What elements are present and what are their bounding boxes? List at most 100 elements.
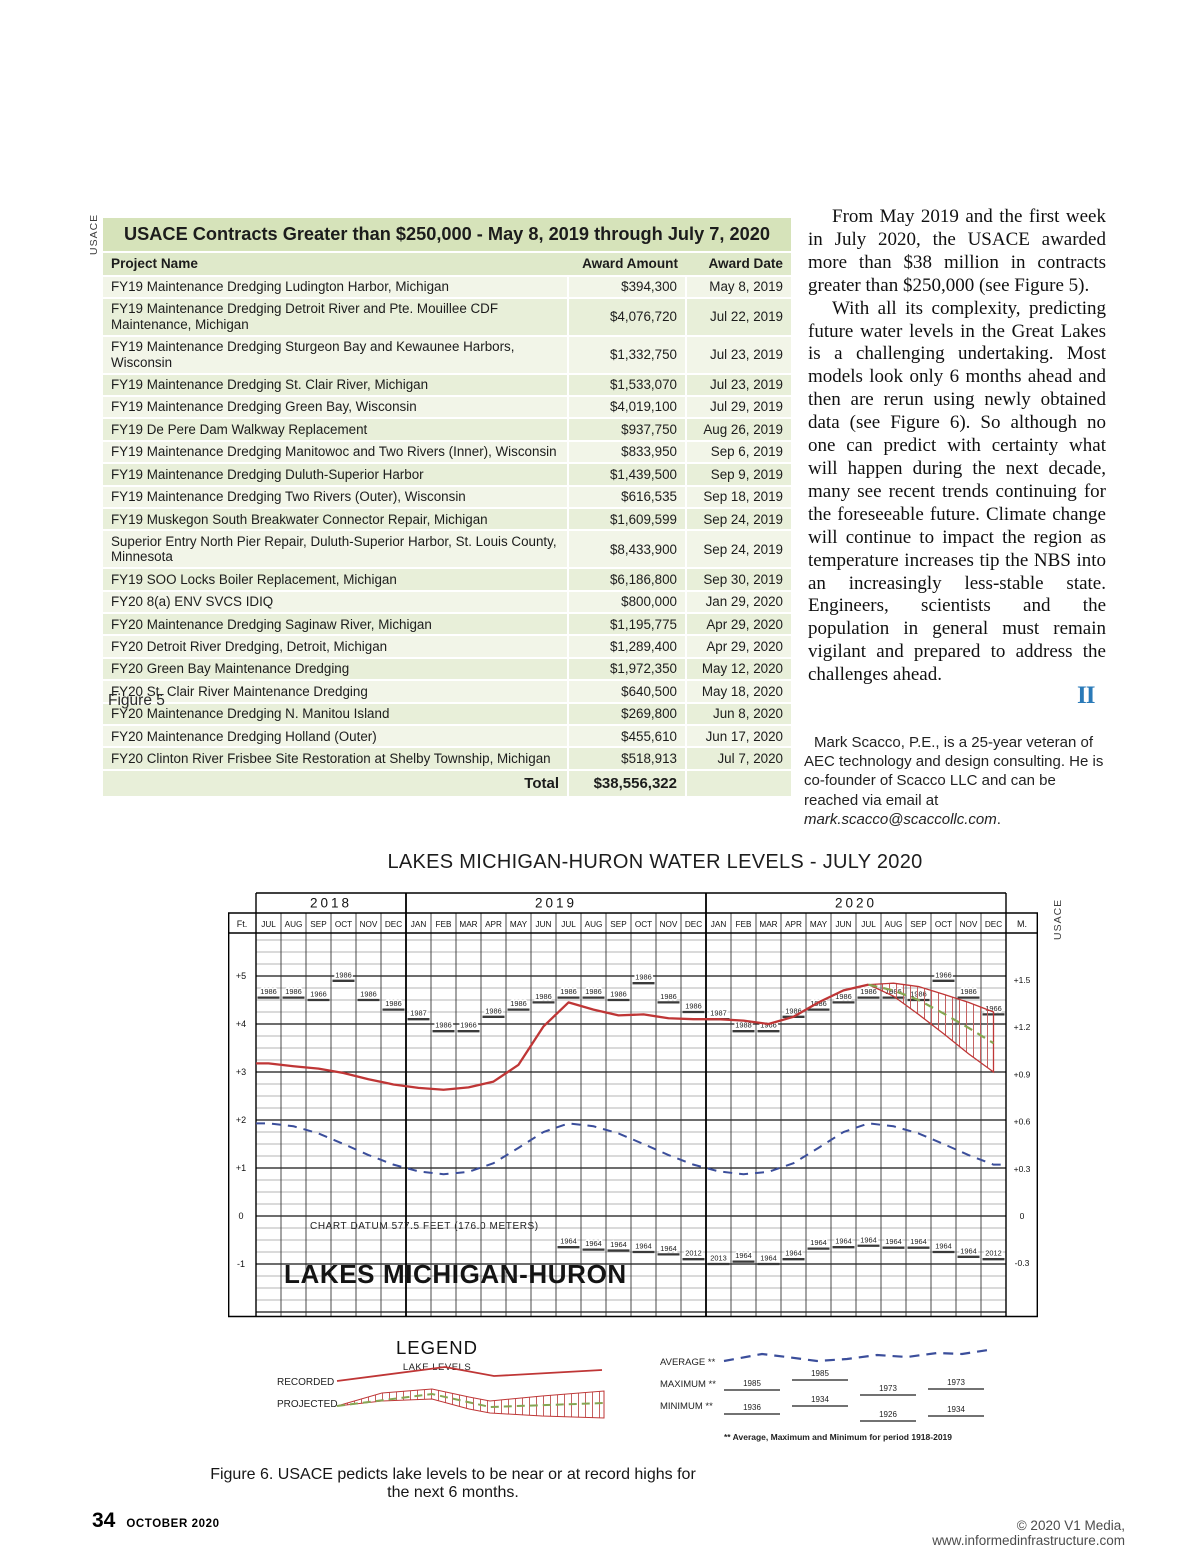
svg-text:1964: 1964 — [585, 1239, 601, 1248]
table-row: FY19 De Pere Dam Walkway Replacement $937… — [103, 418, 791, 442]
svg-text:-1: -1 — [237, 1259, 245, 1269]
svg-text:0: 0 — [1020, 1211, 1025, 1221]
svg-text:1986: 1986 — [260, 987, 276, 996]
svg-text:1964: 1964 — [935, 1242, 951, 1251]
svg-text:1936: 1936 — [743, 1403, 761, 1412]
svg-text:1934: 1934 — [947, 1405, 965, 1414]
table-row: FY20 Maintenance Dredging Holland (Outer… — [103, 725, 791, 749]
svg-text:1986: 1986 — [660, 992, 676, 1001]
svg-text:AVERAGE **: AVERAGE ** — [660, 1357, 716, 1368]
table-row: FY19 Maintenance Dredging Two Rivers (Ou… — [103, 485, 791, 510]
svg-text:1986: 1986 — [560, 987, 576, 996]
svg-text:RECORDED: RECORDED — [277, 1377, 334, 1388]
svg-text:+3: +3 — [236, 1067, 246, 1077]
svg-text:1986: 1986 — [635, 973, 651, 982]
svg-text:1986: 1986 — [860, 987, 876, 996]
svg-text:+0.3: +0.3 — [1014, 1164, 1031, 1174]
svg-text:1966: 1966 — [760, 1021, 776, 1030]
table-title: USACE Contracts Greater than $250,000 - … — [103, 218, 791, 253]
table-row: FY19 SOO Locks Boiler Replacement, Michi… — [103, 568, 791, 592]
svg-text:+1.2: +1.2 — [1014, 1022, 1031, 1032]
photo-credit-chart: USACE — [1052, 898, 1064, 940]
svg-text:1987: 1987 — [410, 1009, 426, 1018]
average-line — [256, 1122, 1006, 1176]
total-amount: $38,556,322 — [567, 769, 686, 799]
bio-suffix: . — [996, 810, 1001, 828]
table-row: FY19 Maintenance Dredging Ludington Harb… — [103, 275, 791, 299]
svg-text:1973: 1973 — [879, 1384, 897, 1393]
svg-text:+0.9: +0.9 — [1014, 1069, 1031, 1079]
svg-text:JAN: JAN — [411, 920, 427, 929]
svg-text:SEP: SEP — [610, 920, 627, 929]
svg-text:MAY: MAY — [810, 920, 828, 929]
svg-text:1988: 1988 — [735, 1021, 751, 1030]
svg-text:MAXIMUM **: MAXIMUM ** — [660, 1379, 716, 1390]
svg-text:M.: M. — [1017, 919, 1027, 929]
svg-text:1986: 1986 — [360, 990, 376, 999]
svg-text:1964: 1964 — [560, 1237, 576, 1246]
recorded-line — [256, 983, 869, 1091]
table-row: FY20 St. Clair River Maintenance Dredgin… — [103, 680, 791, 704]
svg-text:2018: 2018 — [310, 896, 352, 911]
article-paragraph: With all its complexity, predicting futu… — [808, 297, 1106, 686]
svg-text:2013: 2013 — [710, 1254, 726, 1263]
page-number: 34 — [92, 1509, 116, 1532]
svg-text:MAR: MAR — [459, 920, 477, 929]
svg-text:JUL: JUL — [261, 920, 276, 929]
svg-text:AUG: AUG — [585, 920, 603, 929]
svg-text:JUL: JUL — [861, 920, 876, 929]
svg-text:1986: 1986 — [285, 987, 301, 996]
svg-text:JUL: JUL — [561, 920, 576, 929]
svg-text:DEC: DEC — [685, 920, 702, 929]
svg-text:1986: 1986 — [610, 990, 626, 999]
svg-text:0: 0 — [238, 1211, 243, 1221]
svg-text:1964: 1964 — [735, 1251, 751, 1260]
article-paragraph: From May 2019 and the first week in July… — [808, 206, 1106, 296]
column-header-project-name: Project Name — [103, 251, 568, 277]
svg-text:LEGEND: LEGEND — [396, 1337, 478, 1358]
svg-text:NOV: NOV — [360, 920, 378, 929]
figure6-caption: Figure 6. USACE pedicts lake levels to b… — [210, 1466, 696, 1501]
bio-text: Mark Scacco, P.E., is a 25-year veteran … — [804, 734, 1104, 809]
svg-text:1964: 1964 — [910, 1237, 926, 1246]
svg-text:1986: 1986 — [385, 999, 401, 1008]
table-row: FY20 Detroit River Dredging, Detroit, Mi… — [103, 635, 791, 659]
svg-text:1986: 1986 — [485, 1006, 501, 1015]
svg-text:+1.5: +1.5 — [1014, 975, 1031, 985]
svg-text:1964: 1964 — [760, 1254, 776, 1263]
projected-mid-line — [868, 983, 995, 1045]
article-end-mark: II — [1077, 682, 1095, 709]
legend-average-line — [723, 1348, 989, 1363]
svg-text:JAN: JAN — [711, 920, 727, 929]
svg-text:+0.6: +0.6 — [1014, 1117, 1031, 1127]
svg-text:1964: 1964 — [660, 1244, 676, 1253]
svg-text:SEP: SEP — [310, 920, 327, 929]
legend-projected-mid — [336, 1392, 605, 1409]
footer-copyright: © 2020 V1 Media, www.informedinfrastruct… — [932, 1518, 1125, 1548]
svg-text:AUG: AUG — [885, 920, 903, 929]
svg-text:1964: 1964 — [635, 1242, 651, 1251]
svg-text:2019: 2019 — [535, 896, 577, 911]
svg-text:1964: 1964 — [835, 1237, 851, 1246]
svg-text:+5: +5 — [236, 971, 246, 981]
svg-text:Ft.: Ft. — [237, 919, 248, 929]
svg-text:2012: 2012 — [685, 1249, 701, 1258]
chart-title: LAKES MICHIGAN-HURON WATER LEVELS - JULY… — [387, 851, 923, 873]
table-row: FY19 Maintenance Dredging Manitowoc and … — [103, 440, 791, 465]
svg-text:1926: 1926 — [879, 1410, 897, 1419]
lake-levels-chart: 2018 2019 2020 JUL AUG SEP OCT NOV DEC JAN FEB MAR A… — [228, 891, 1038, 1318]
svg-text:FEB: FEB — [436, 920, 452, 929]
svg-text:1966: 1966 — [310, 990, 326, 999]
svg-text:LAKES MICHIGAN-HURON: LAKES MICHIGAN-HURON — [284, 1259, 627, 1289]
svg-text:1985: 1985 — [811, 1369, 829, 1378]
svg-text:+4: +4 — [236, 1019, 246, 1029]
svg-text:1966: 1966 — [935, 970, 951, 979]
table-row: FY20 Green Bay Maintenance Dredging $1,97… — [103, 657, 791, 682]
svg-text:1987: 1987 — [710, 1009, 726, 1018]
svg-text:1986: 1986 — [335, 970, 351, 979]
svg-text:1934: 1934 — [811, 1395, 829, 1404]
column-header-award-date: Award Date — [686, 251, 791, 277]
chart-gridlines — [256, 893, 1006, 1317]
svg-text:1966: 1966 — [460, 1021, 476, 1030]
